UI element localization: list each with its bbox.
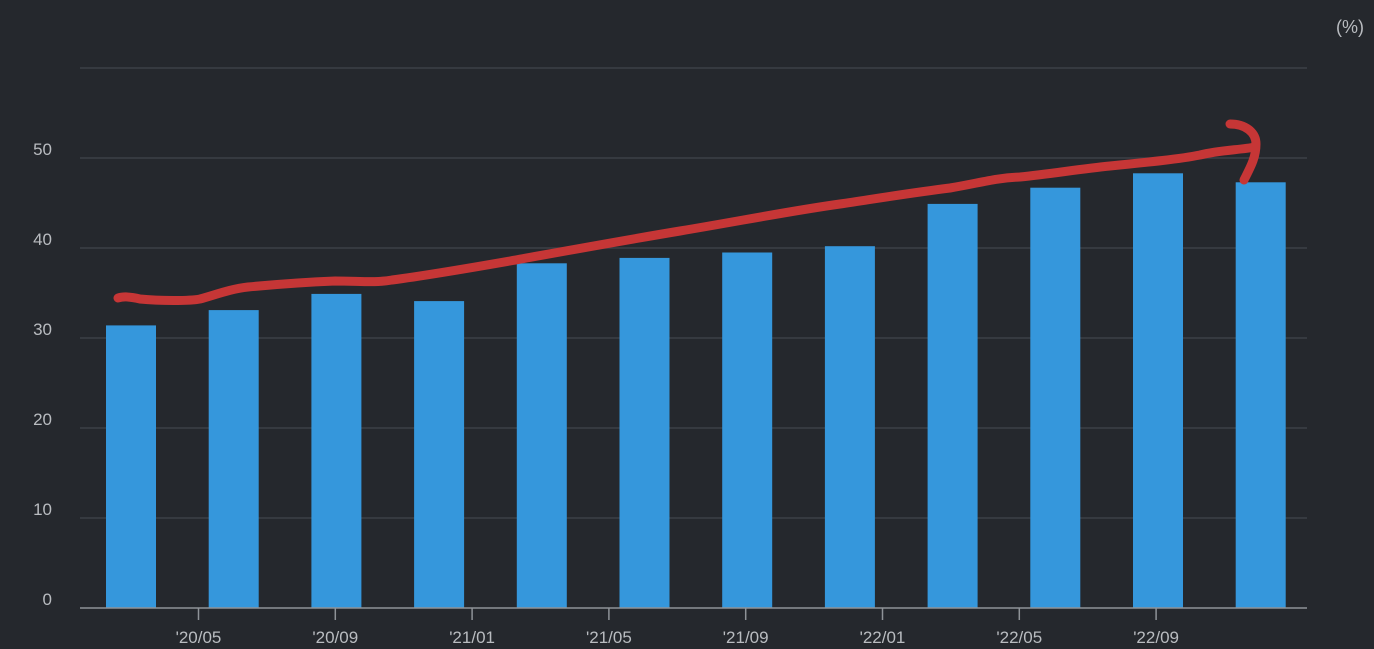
x-tick-label: '21/09: [723, 628, 769, 647]
bar: [1235, 182, 1286, 609]
bar: [722, 252, 773, 608]
bar: [516, 263, 567, 608]
y-tick-label: 20: [33, 410, 52, 429]
bar: [311, 293, 362, 608]
trend-line: [113, 142, 1260, 305]
bar: [106, 325, 156, 608]
y-axis-tick-labels: 0 10 20 30 40 50: [33, 140, 52, 609]
y-tick-label: 0: [43, 590, 52, 609]
y-tick-label: 50: [33, 140, 52, 159]
x-tick-label: '21/05: [586, 628, 632, 647]
x-tick-label: '20/09: [312, 628, 358, 647]
bar: [1030, 187, 1081, 608]
x-tick-label: '20/05: [176, 628, 222, 647]
bar: [208, 310, 259, 608]
bar: [619, 257, 670, 608]
bar: [414, 301, 465, 608]
x-tick-label: '22/01: [860, 628, 906, 647]
x-axis-tick-labels: '20/05 '20/09 '21/01 '21/05 '21/09 '22/01 '22/…: [176, 628, 1179, 647]
y-tick-label: 10: [33, 500, 52, 519]
x-axis: [80, 607, 1307, 620]
bar: [927, 203, 978, 608]
x-tick-label: '22/05: [996, 628, 1042, 647]
x-tick-label: '21/01: [449, 628, 495, 647]
bar: [824, 246, 875, 608]
trend-arrowhead: [1225, 119, 1261, 185]
x-tick-label: '22/09: [1133, 628, 1179, 647]
grid-lines: [80, 67, 1307, 519]
unit-label: (%): [1336, 17, 1364, 37]
trend-arrow-annotation: [113, 119, 1261, 305]
y-tick-label: 30: [33, 320, 52, 339]
bar-series: [106, 173, 1286, 609]
bar: [1133, 173, 1183, 609]
y-tick-label: 40: [33, 230, 52, 249]
